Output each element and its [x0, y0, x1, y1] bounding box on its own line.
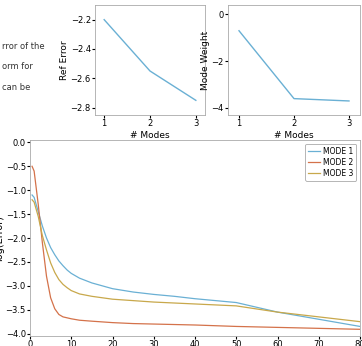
MODE 3 — [36, 215, 41, 219]
MODE 1 — [172, 294, 177, 298]
MODE 1 — [152, 292, 156, 297]
MODE 3 — [40, 234, 45, 238]
MODE 2 — [65, 316, 69, 320]
MODE 1 — [61, 264, 65, 268]
MODE 1 — [110, 286, 115, 291]
MODE 3 — [52, 270, 57, 274]
MODE 2 — [358, 327, 362, 331]
Line: MODE 1: MODE 1 — [32, 195, 360, 326]
MODE 1 — [44, 236, 49, 240]
MODE 3 — [32, 200, 36, 204]
MODE 3 — [61, 282, 65, 286]
MODE 1 — [90, 281, 94, 285]
MODE 1 — [32, 195, 36, 199]
Text: orm for: orm for — [2, 62, 33, 71]
MODE 1 — [131, 290, 135, 294]
Y-axis label: Mode Weight: Mode Weight — [201, 30, 210, 90]
MODE 2 — [317, 326, 321, 330]
Text: can be: can be — [2, 83, 30, 92]
MODE 1 — [234, 300, 239, 304]
MODE 3 — [65, 286, 69, 290]
MODE 2 — [69, 317, 73, 321]
MODE 3 — [57, 277, 61, 282]
MODE 3 — [49, 261, 53, 265]
MODE 3 — [44, 248, 49, 252]
Legend: MODE 1, MODE 2, MODE 3: MODE 1, MODE 2, MODE 3 — [305, 144, 356, 181]
MODE 3 — [234, 304, 239, 308]
MODE 2 — [77, 318, 82, 322]
MODE 1 — [36, 210, 41, 214]
MODE 1 — [358, 324, 362, 328]
MODE 2 — [131, 321, 135, 326]
MODE 2 — [36, 202, 41, 207]
MODE 3 — [193, 302, 197, 306]
MODE 3 — [275, 310, 280, 314]
X-axis label: # Modes: # Modes — [274, 131, 314, 140]
MODE 2 — [52, 307, 57, 311]
MODE 3 — [110, 297, 115, 301]
MODE 1 — [77, 276, 82, 280]
MODE 2 — [61, 315, 65, 319]
MODE 2 — [275, 325, 280, 329]
MODE 1 — [317, 317, 321, 321]
MODE 3 — [131, 299, 135, 303]
Y-axis label: Ref Error: Ref Error — [60, 40, 69, 80]
Line: MODE 3: MODE 3 — [32, 200, 360, 322]
MODE 1 — [52, 253, 57, 257]
Text: rror of the: rror of the — [2, 42, 45, 51]
MODE 2 — [110, 320, 115, 325]
MODE 2 — [32, 169, 36, 173]
MODE 2 — [44, 274, 49, 278]
MODE 2 — [90, 319, 94, 323]
MODE 3 — [77, 292, 82, 296]
MODE 3 — [30, 198, 34, 202]
MODE 3 — [90, 294, 94, 298]
MODE 3 — [358, 320, 362, 324]
MODE 1 — [49, 245, 53, 249]
MODE 1 — [40, 224, 45, 228]
MODE 1 — [30, 193, 34, 197]
MODE 1 — [69, 271, 73, 275]
MODE 2 — [57, 312, 61, 317]
MODE 3 — [317, 315, 321, 319]
MODE 2 — [30, 164, 34, 169]
X-axis label: # Modes: # Modes — [130, 131, 170, 140]
Y-axis label: log(Error): log(Error) — [0, 215, 4, 261]
MODE 1 — [65, 268, 69, 272]
Line: MODE 2: MODE 2 — [32, 166, 360, 329]
MODE 1 — [193, 297, 197, 301]
MODE 2 — [193, 323, 197, 327]
MODE 2 — [152, 322, 156, 326]
MODE 3 — [69, 289, 73, 293]
MODE 1 — [275, 310, 280, 314]
MODE 1 — [57, 259, 61, 263]
MODE 2 — [40, 241, 45, 245]
MODE 2 — [49, 296, 53, 300]
MODE 3 — [152, 300, 156, 304]
MODE 2 — [234, 324, 239, 328]
